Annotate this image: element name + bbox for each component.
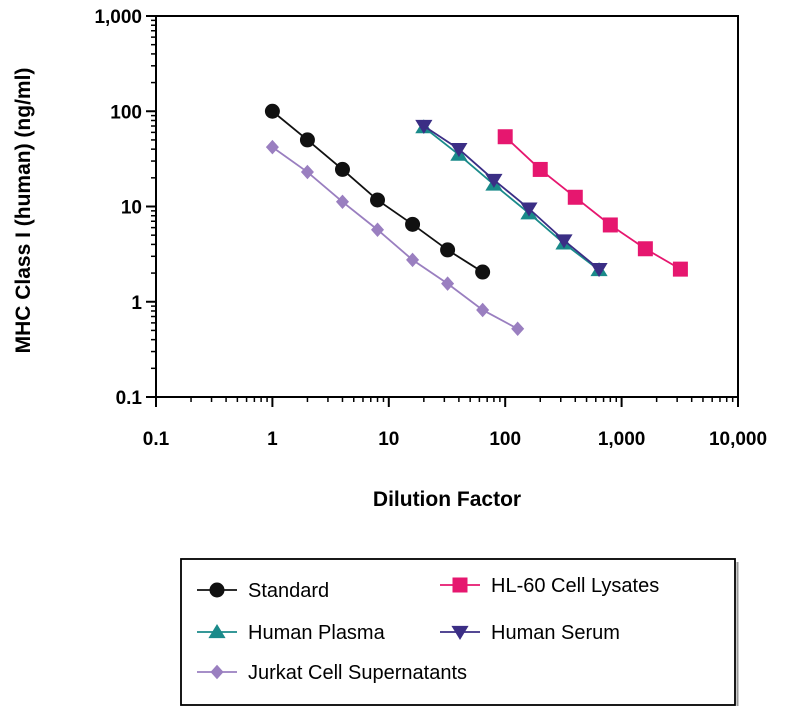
data-point xyxy=(334,161,350,177)
data-point xyxy=(485,173,503,188)
legend-item: Standard xyxy=(197,580,329,602)
legend-marker xyxy=(210,664,224,680)
legend-label: Human Serum xyxy=(491,622,620,644)
data-point xyxy=(335,194,350,210)
x-tick-label: 1 xyxy=(267,429,278,450)
series-layer xyxy=(264,103,688,337)
x-axis: 0.1 1 10 100 1,000 10,000 xyxy=(143,397,767,450)
data-point xyxy=(265,139,279,155)
legend-label: Jurkat Cell Supernatants xyxy=(248,662,467,684)
y-tick-label: 100 xyxy=(110,102,142,123)
x-tick-label: 10,000 xyxy=(709,429,767,450)
x-axis-title: Dilution Factor xyxy=(373,488,521,511)
data-point xyxy=(497,129,513,145)
data-point xyxy=(299,132,315,148)
legend-marker xyxy=(452,577,468,593)
series-hl-60-cell-lysates xyxy=(497,129,688,277)
data-point xyxy=(475,264,491,280)
legend-label: Standard xyxy=(248,580,329,602)
data-point xyxy=(405,216,421,232)
data-point xyxy=(590,263,608,278)
series-line xyxy=(271,146,519,330)
data-point xyxy=(415,119,433,134)
legend-item: HL-60 Cell Lysates xyxy=(440,575,659,597)
data-point xyxy=(441,276,455,291)
x-tick-label: 100 xyxy=(489,429,521,450)
data-point xyxy=(555,234,573,249)
legend-label: HL-60 Cell Lysates xyxy=(491,575,659,597)
legend-item: Human Plasma xyxy=(197,622,386,644)
y-axis: 0.1 1 10 100 1,000 xyxy=(94,7,156,409)
x-tick-label: 1,000 xyxy=(598,429,646,450)
data-point xyxy=(602,217,618,233)
data-point xyxy=(370,192,386,208)
data-point xyxy=(672,261,688,277)
series-jurkat-cell-supernatants xyxy=(265,139,525,337)
data-point xyxy=(450,143,468,158)
plot-border xyxy=(155,15,739,398)
data-point xyxy=(637,241,653,257)
x-tick-label: 0.1 xyxy=(143,429,170,450)
legend: Standard HL-60 Cell Lysates Human Plasma Hu… xyxy=(180,558,739,706)
data-point xyxy=(511,321,525,337)
plot-frame xyxy=(155,15,739,398)
data-point xyxy=(520,202,538,217)
y-tick-label: 10 xyxy=(121,198,142,219)
data-point xyxy=(300,164,314,180)
series-human-serum xyxy=(415,119,608,278)
y-tick-label: 0.1 xyxy=(116,388,143,409)
legend-label: Human Plasma xyxy=(248,622,386,644)
data-point xyxy=(264,103,280,119)
y-tick-label: 1,000 xyxy=(94,7,142,28)
y-tick-label: 1 xyxy=(131,293,142,314)
legend-marker xyxy=(209,582,225,598)
series-standard xyxy=(264,103,491,280)
data-point xyxy=(440,242,456,258)
data-point xyxy=(532,161,548,177)
x-tick-label: 10 xyxy=(378,429,399,450)
y-axis-title: MHC Class I (human) (ng/ml) xyxy=(12,68,35,354)
data-point xyxy=(406,252,420,268)
legend-marker xyxy=(208,624,226,639)
legend-item: Human Serum xyxy=(440,622,620,644)
data-point xyxy=(567,189,583,205)
legend-marker xyxy=(451,625,469,640)
legend-item: Jurkat Cell Supernatants xyxy=(197,662,467,684)
data-point xyxy=(370,222,385,238)
data-point xyxy=(476,302,490,318)
